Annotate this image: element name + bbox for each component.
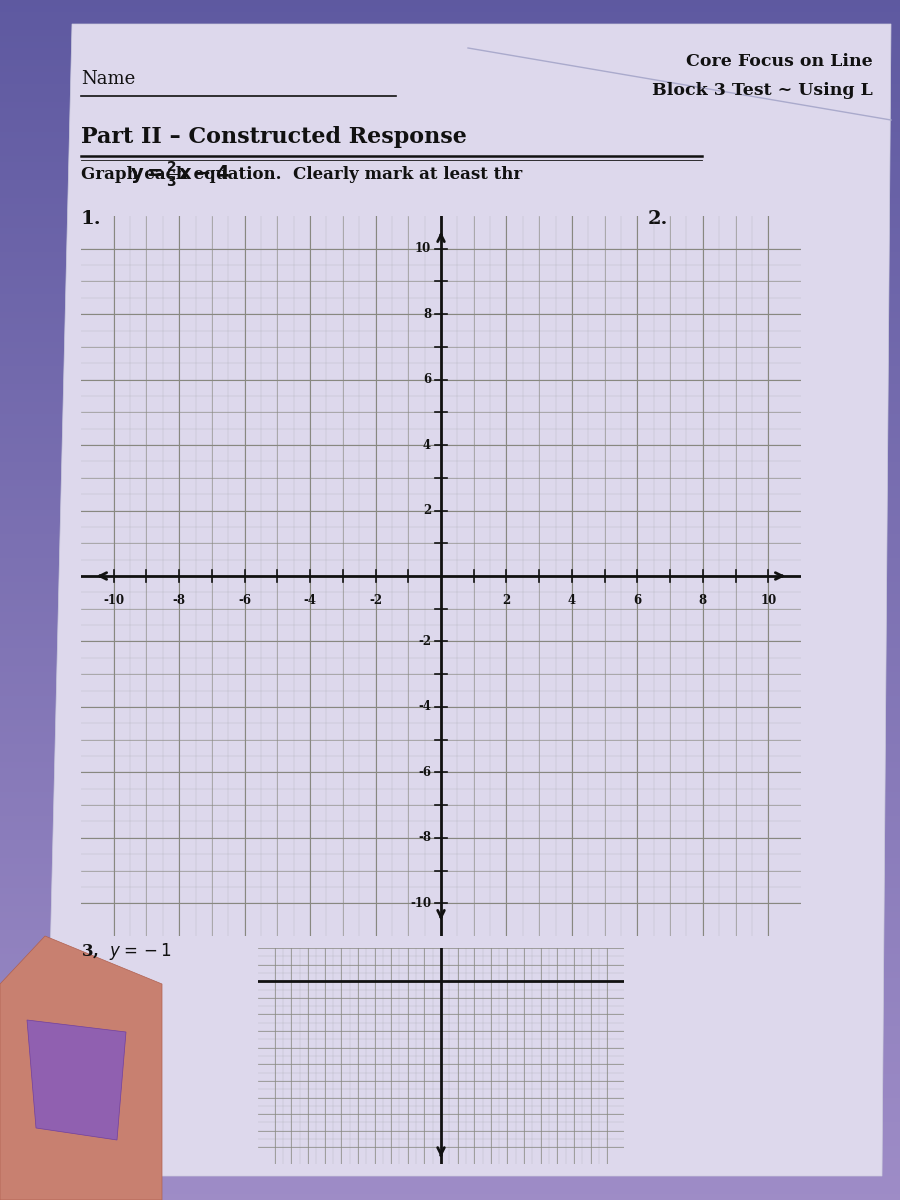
Text: 6: 6	[634, 594, 642, 607]
Text: 2.: 2.	[648, 210, 669, 228]
Text: -2: -2	[418, 635, 431, 648]
Polygon shape	[0, 936, 162, 1200]
Text: 3,  $y = -1$: 3, $y = -1$	[81, 941, 172, 962]
Polygon shape	[27, 1020, 126, 1140]
Text: -8: -8	[418, 832, 431, 845]
Text: 2: 2	[423, 504, 431, 517]
Text: Graph each equation.  Clearly mark at least thr: Graph each equation. Clearly mark at lea…	[81, 166, 522, 182]
Text: $\mathbf{y = \frac{2}{3}x - 4}$: $\mathbf{y = \frac{2}{3}x - 4}$	[130, 160, 230, 190]
Text: -10: -10	[104, 594, 124, 607]
Text: -6: -6	[418, 766, 431, 779]
Text: -2: -2	[369, 594, 382, 607]
Text: 8: 8	[698, 594, 706, 607]
Text: Name: Name	[81, 70, 135, 88]
Text: Part II – Constructed Response: Part II – Constructed Response	[81, 126, 467, 148]
Text: 4: 4	[423, 438, 431, 451]
Text: 6: 6	[423, 373, 431, 386]
Text: 1.: 1.	[81, 210, 102, 228]
Text: -8: -8	[173, 594, 185, 607]
Text: -4: -4	[303, 594, 317, 607]
Text: 2: 2	[502, 594, 510, 607]
Text: 10: 10	[760, 594, 777, 607]
Text: Core Focus on Line: Core Focus on Line	[686, 53, 873, 70]
Text: 8: 8	[423, 307, 431, 320]
Text: -4: -4	[418, 701, 431, 714]
Text: -10: -10	[410, 896, 431, 910]
Text: 4: 4	[568, 594, 576, 607]
Text: 10: 10	[415, 242, 431, 256]
Polygon shape	[45, 24, 891, 1176]
Text: -6: -6	[238, 594, 251, 607]
Text: Block 3 Test ~ Using L: Block 3 Test ~ Using L	[652, 82, 873, 98]
